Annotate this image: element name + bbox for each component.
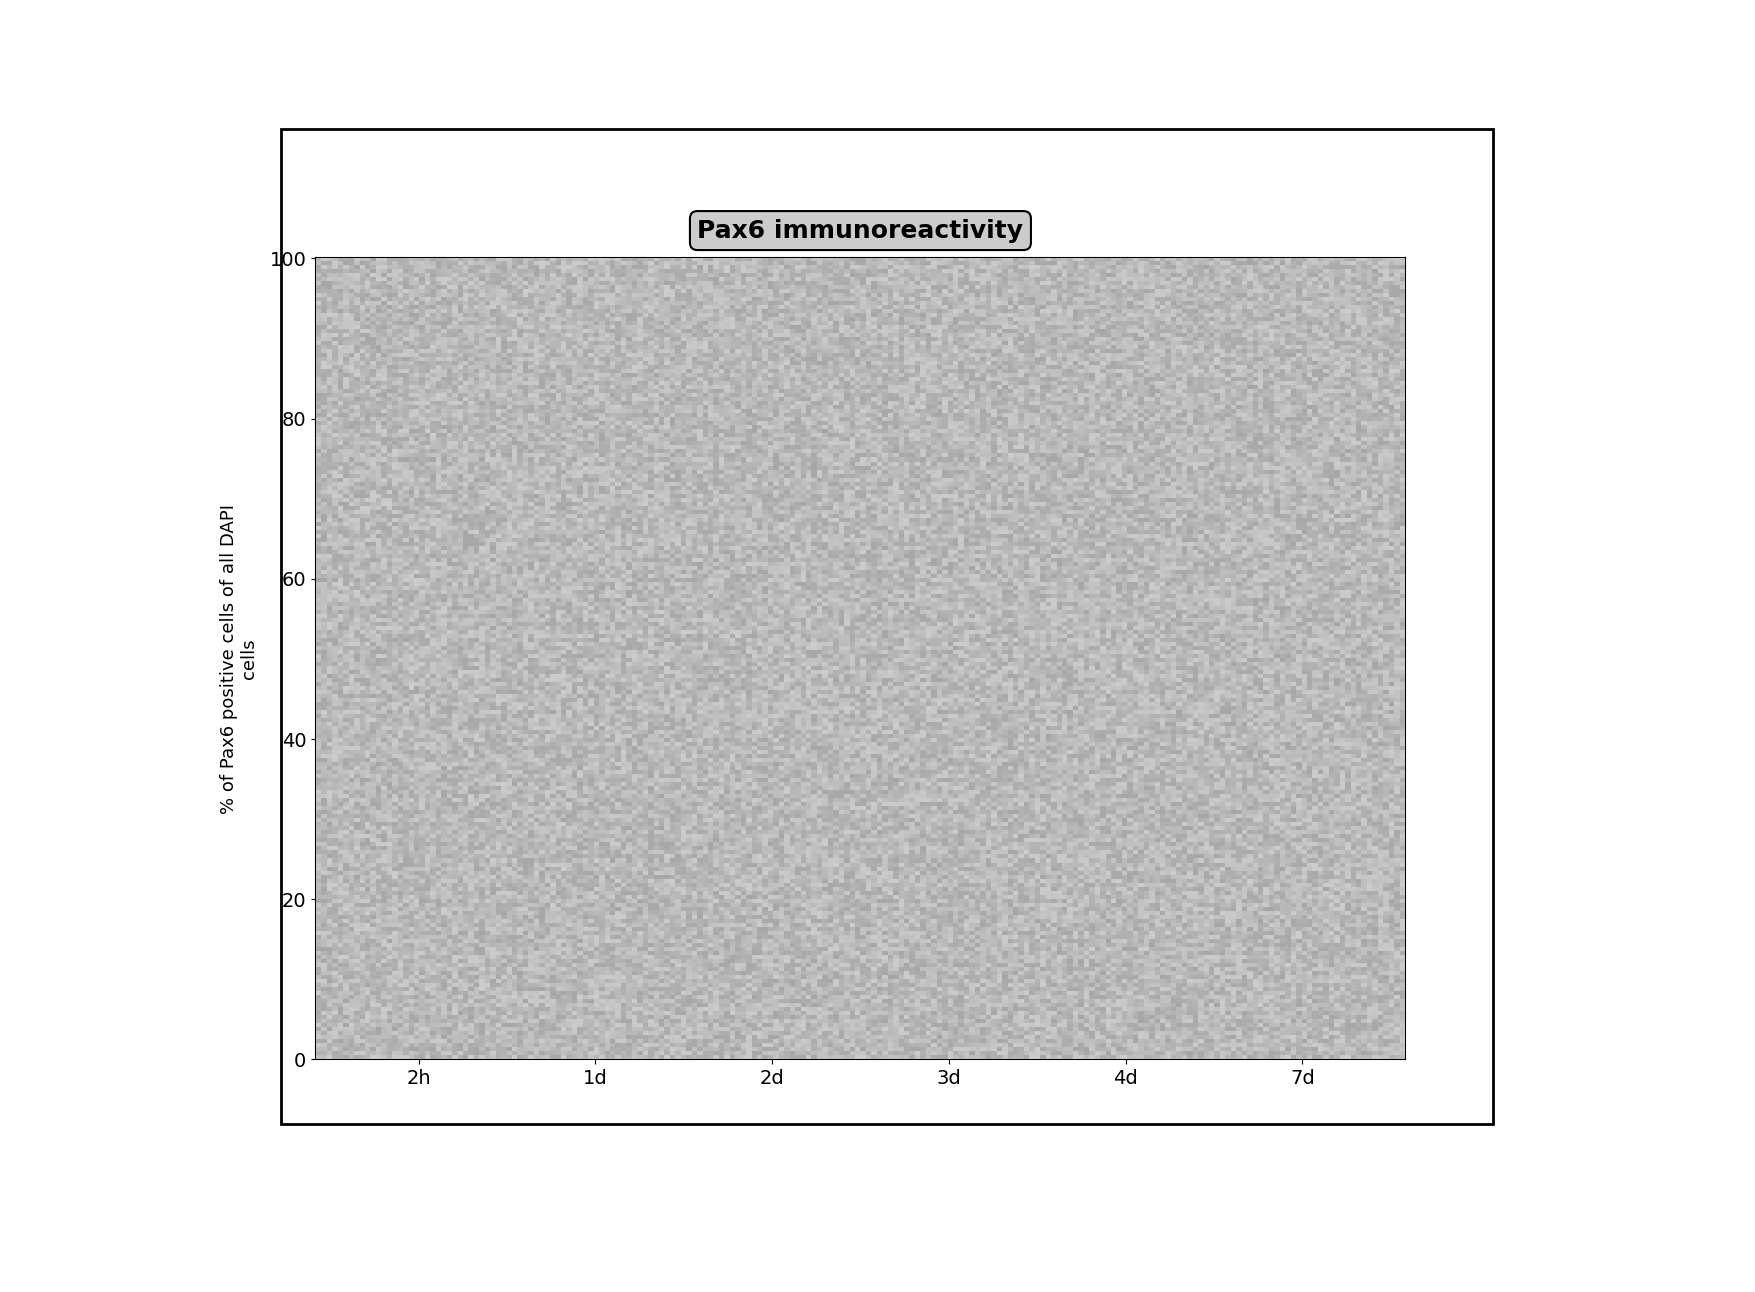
Y-axis label: % of Pax6 positive cells of all DAPI
cells: % of Pax6 positive cells of all DAPI cel… <box>219 504 258 814</box>
Bar <box>718 554 825 1059</box>
Bar <box>1248 995 1355 1059</box>
Bar <box>542 426 648 1059</box>
Bar <box>895 699 1002 1059</box>
Title: Pax6 immunoreactivity: Pax6 immunoreactivity <box>697 218 1023 243</box>
Bar <box>365 394 472 1059</box>
Bar <box>1072 755 1178 1059</box>
